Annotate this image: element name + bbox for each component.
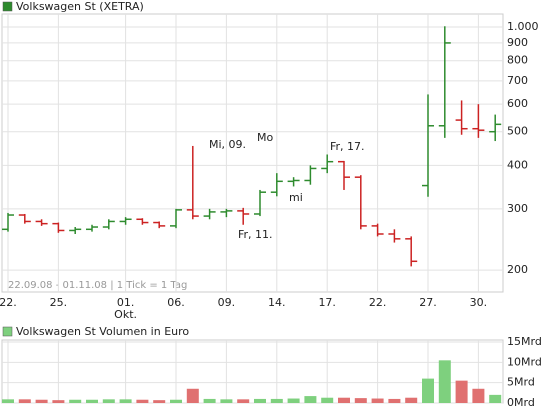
- y-tick-label: 5Mrd: [507, 376, 535, 389]
- legend-label: Volkswagen St Volumen in Euro: [16, 325, 189, 338]
- legend-label: Volkswagen St (XETRA): [16, 0, 144, 13]
- volume-bar: [237, 399, 250, 403]
- volume-bar: [321, 397, 334, 403]
- volume-bar: [2, 399, 14, 403]
- volume-bar: [422, 378, 434, 403]
- x-tick-label: 17.: [318, 296, 336, 309]
- y-tick-label: 10Mrd: [507, 355, 542, 368]
- volume-bar: [304, 396, 317, 403]
- legend-swatch: [2, 326, 13, 337]
- x-tick-label: 01.: [117, 296, 135, 309]
- volume-bar: [254, 398, 266, 403]
- y-tick-label: 600: [507, 97, 528, 110]
- volume-bar: [388, 398, 401, 403]
- y-tick-label: 800: [507, 54, 528, 67]
- volume-bar: [35, 399, 48, 403]
- volume-bar: [119, 399, 132, 403]
- volume-bar: [153, 400, 166, 403]
- x-tick-label: 06.: [167, 296, 185, 309]
- y-tick-label: 1.000: [507, 20, 539, 33]
- volume-bar: [270, 398, 283, 403]
- volume-bar: [438, 360, 451, 403]
- y-tick-label: 200: [507, 263, 528, 276]
- annotation: Fr, 11.: [238, 228, 273, 241]
- y-tick-label: 0Mrd: [507, 396, 535, 409]
- y-tick-label: 400: [507, 158, 528, 171]
- volume-bar: [405, 397, 418, 403]
- volume-bar: [489, 394, 502, 403]
- volume-bar: [338, 397, 350, 403]
- x-tick-label: 30.: [470, 296, 488, 309]
- x-tick-label: 22.: [0, 296, 17, 309]
- y-tick-label: 900: [507, 36, 528, 49]
- volume-bar: [287, 398, 300, 403]
- annotation: mi: [289, 191, 303, 204]
- volume-bar: [472, 388, 485, 403]
- volume-bar: [186, 388, 199, 403]
- annotation: Mo: [257, 131, 273, 144]
- volume-bar: [102, 399, 115, 403]
- annotation: Mi, 09.: [209, 138, 246, 151]
- volume-bar: [354, 398, 367, 403]
- x-tick-label: 14.: [268, 296, 286, 309]
- volume-bar: [86, 399, 98, 403]
- annotation: Fr, 17.: [330, 140, 365, 153]
- volume-bar: [220, 399, 233, 403]
- x-tick-label: 09.: [218, 296, 236, 309]
- legend-swatch: [2, 1, 13, 12]
- volume-bar: [52, 400, 65, 403]
- volume-bar: [371, 398, 384, 403]
- x-tick-label: 27.: [419, 296, 437, 309]
- volume-bar: [455, 380, 468, 403]
- volume-bar: [203, 398, 216, 403]
- x-tick-label: 25.: [50, 296, 68, 309]
- volume-bar: [170, 399, 182, 403]
- y-tick-label: 500: [507, 125, 528, 138]
- volume-bar: [69, 399, 82, 403]
- x-tick-sublabel: Okt.: [114, 308, 137, 321]
- y-tick-label: 300: [507, 202, 528, 215]
- volume-bar: [18, 399, 31, 403]
- price-plot-frame: [1, 13, 504, 293]
- y-tick-label: 700: [507, 74, 528, 87]
- volume-bar: [136, 399, 149, 403]
- x-tick-label: 22.: [369, 296, 387, 309]
- subtitle: 22.09.08 - 01.11.08 | 1 Tick = 1 Tag: [8, 280, 187, 291]
- y-tick-label: 15Mrd: [507, 335, 542, 348]
